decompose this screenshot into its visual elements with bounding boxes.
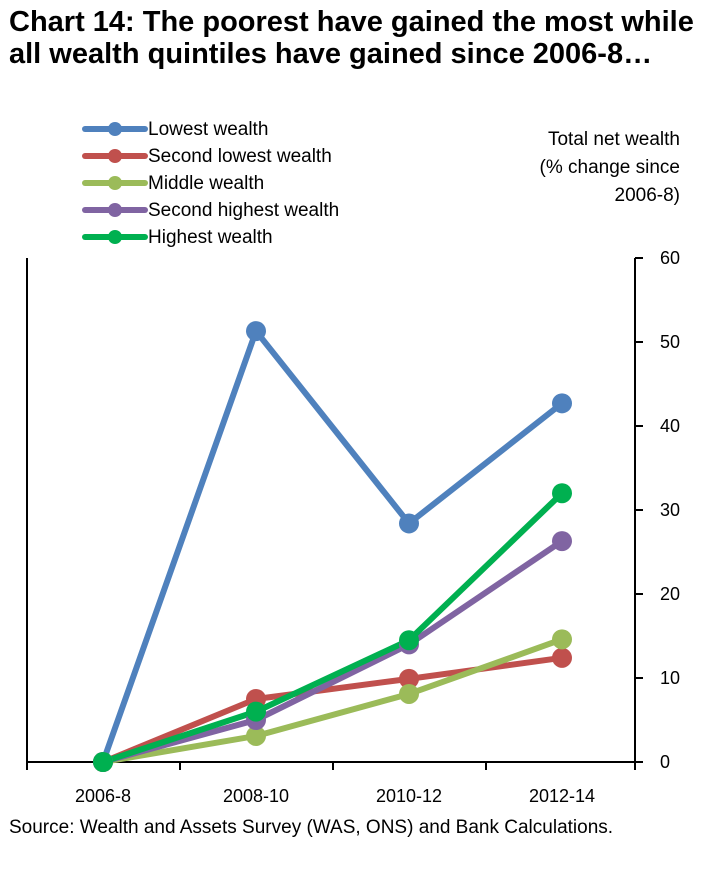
legend-label: Second lowest wealth [148,145,332,167]
chart-axes: 0 10 20 30 40 50 60 2006-8 2008-10 2010-12 2012-14 [26,248,680,806]
chart-title: Chart 14: The poorest have gained the mo… [9,6,694,70]
point-lowest-wealth-2012-14 [552,393,572,414]
legend-label: Second highest wealth [148,199,340,221]
legend-swatch-second-highest-wealth [82,197,148,224]
point-highest-wealth-2008-10 [246,701,266,722]
series-line-middle-wealth [100,636,565,765]
legend-swatch-second-lowest-wealth [82,143,148,170]
legend-item-middle-wealth: Middle wealth [82,170,412,197]
legend-swatch-highest-wealth [82,224,148,251]
y-tick-label-50: 50 [660,332,680,352]
x-tick-label-2010-12: 2010-12 [376,786,442,806]
y-tick-label-10: 10 [660,668,680,688]
series-line-lowest-wealth [100,328,565,765]
point-middle-wealth-2008-10 [246,725,266,746]
point-lowest-wealth-2010-12 [399,513,419,534]
point-second-lowest-wealth-2012-14 [552,647,572,668]
chart-legend: Lowest wealth Second lowest wealth Middle … [82,116,412,251]
y-tick-label-30: 30 [660,500,680,520]
series-line-highest-wealth [100,490,565,765]
series-line-second-highest-wealth [100,538,565,765]
y-tick-label-40: 40 [660,416,680,436]
series-markers [93,321,572,772]
legend-item-second-lowest-wealth: Second lowest wealth [82,143,412,170]
legend-item-highest-wealth: Highest wealth [82,224,412,251]
series-lines [100,328,565,765]
legend-marker [108,203,122,217]
legend-label: Lowest wealth [148,118,269,140]
y-tick-label-60: 60 [660,248,680,268]
legend-marker [108,230,122,244]
point-middle-wealth-2010-12 [399,683,419,704]
y-tick-label-0: 0 [660,752,670,772]
legend-label: Middle wealth [148,172,265,194]
x-tick-label-2012-14: 2012-14 [529,786,595,806]
point-lowest-wealth-2008-10 [246,321,266,342]
legend-marker [108,122,122,136]
point-highest-wealth-2006-8 [93,752,113,772]
y-axis-label: Total net wealth (% change since 2006-8) [539,129,680,206]
y-tick-label-20: 20 [660,584,680,604]
x-tick-label-2006-8: 2006-8 [75,786,131,806]
point-highest-wealth-2010-12 [399,630,419,651]
point-middle-wealth-2012-14 [552,629,572,650]
source-note: Source: Wealth and Assets Survey (WAS, O… [9,817,614,838]
legend-item-second-highest-wealth: Second highest wealth [82,197,412,224]
legend-marker [108,176,122,190]
legend-item-lowest-wealth: Lowest wealth [82,116,412,143]
legend-swatch-middle-wealth [82,170,148,197]
legend-label: Highest wealth [148,226,273,248]
legend-swatch-lowest-wealth [82,116,148,143]
point-highest-wealth-2012-14 [552,483,572,504]
point-second-highest-wealth-2012-14 [552,531,572,552]
point-second-lowest-wealth-2010-12 [399,668,419,689]
x-tick-label-2008-10: 2008-10 [223,786,289,806]
legend-marker [108,149,122,163]
